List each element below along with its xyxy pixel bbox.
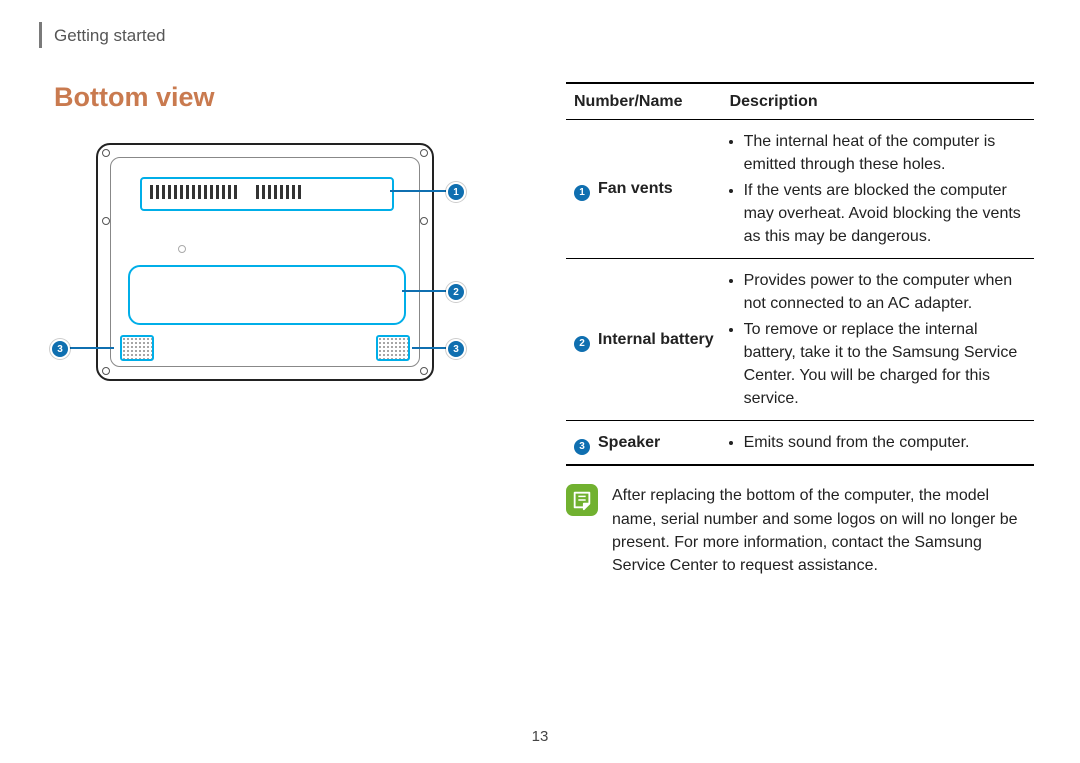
header-rule [39,22,42,48]
screw-icon [102,149,110,157]
speaker-right-highlight [376,335,410,361]
bottom-view-diagram: 1 2 3 3 [96,143,482,393]
table-row: 2 Internal battery Provides power to the c… [566,259,1034,421]
parts-name-cell: 1 Fan vents [566,120,722,259]
parts-name-cell: 3 Speaker [566,421,722,466]
note-text: After replacing the bottom of the comput… [612,484,1034,577]
callout-line [390,190,446,192]
battery-highlight [128,265,406,325]
number-badge: 2 [574,336,590,352]
description-item: To remove or replace the internal batter… [744,318,1026,411]
fan-vent-slits [256,185,304,199]
note-icon [566,484,598,516]
callout-2: 2 [446,282,466,302]
description-item: The internal heat of the computer is emi… [744,130,1026,176]
laptop-bottom-outline [96,143,434,381]
screw-icon [102,217,110,225]
screw-icon [420,149,428,157]
fan-vent-slits [150,185,240,199]
right-column: Number/Name Description 1 Fan vents The in… [566,82,1034,577]
page-number: 13 [0,728,1080,745]
parts-table: Number/Name Description 1 Fan vents The in… [566,82,1034,466]
section-header: Getting started [54,26,166,46]
parts-desc-cell: Provides power to the computer when not … [722,259,1034,421]
table-header-desc: Description [722,83,1034,120]
callout-line [412,347,446,349]
parts-name-cell: 2 Internal battery [566,259,722,421]
page-heading: Bottom view [54,82,522,113]
parts-desc-cell: Emits sound from the computer. [722,421,1034,466]
description-list: The internal heat of the computer is emi… [730,130,1026,248]
content-columns: Bottom view [54,82,1034,577]
table-header-name: Number/Name [566,83,722,120]
part-name: Speaker [598,434,660,451]
callout-line [66,347,114,349]
parts-desc-cell: The internal heat of the computer is emi… [722,120,1034,259]
description-item: Provides power to the computer when not … [744,269,1026,315]
callout-1: 1 [446,182,466,202]
description-item: If the vents are blocked the computer ma… [744,179,1026,249]
table-row: 3 Speaker Emits sound from the computer. [566,421,1034,466]
manual-page: Getting started Bottom view [0,0,1080,763]
part-name: Fan vents [598,180,673,197]
number-badge: 1 [574,185,590,201]
screw-icon [420,217,428,225]
callout-3: 3 [50,339,70,359]
screw-icon [102,367,110,375]
description-list: Emits sound from the computer. [730,431,1026,454]
description-item: Emits sound from the computer. [744,431,1026,454]
note: After replacing the bottom of the comput… [566,484,1034,577]
description-list: Provides power to the computer when not … [730,269,1026,410]
table-row: 1 Fan vents The internal heat of the compu… [566,120,1034,259]
number-badge: 3 [574,439,590,455]
callout-3: 3 [446,339,466,359]
left-column: Bottom view [54,82,522,577]
callout-line [402,290,446,292]
part-name: Internal battery [598,331,714,348]
speaker-left-highlight [120,335,154,361]
screw-icon [178,245,186,253]
screw-icon [420,367,428,375]
